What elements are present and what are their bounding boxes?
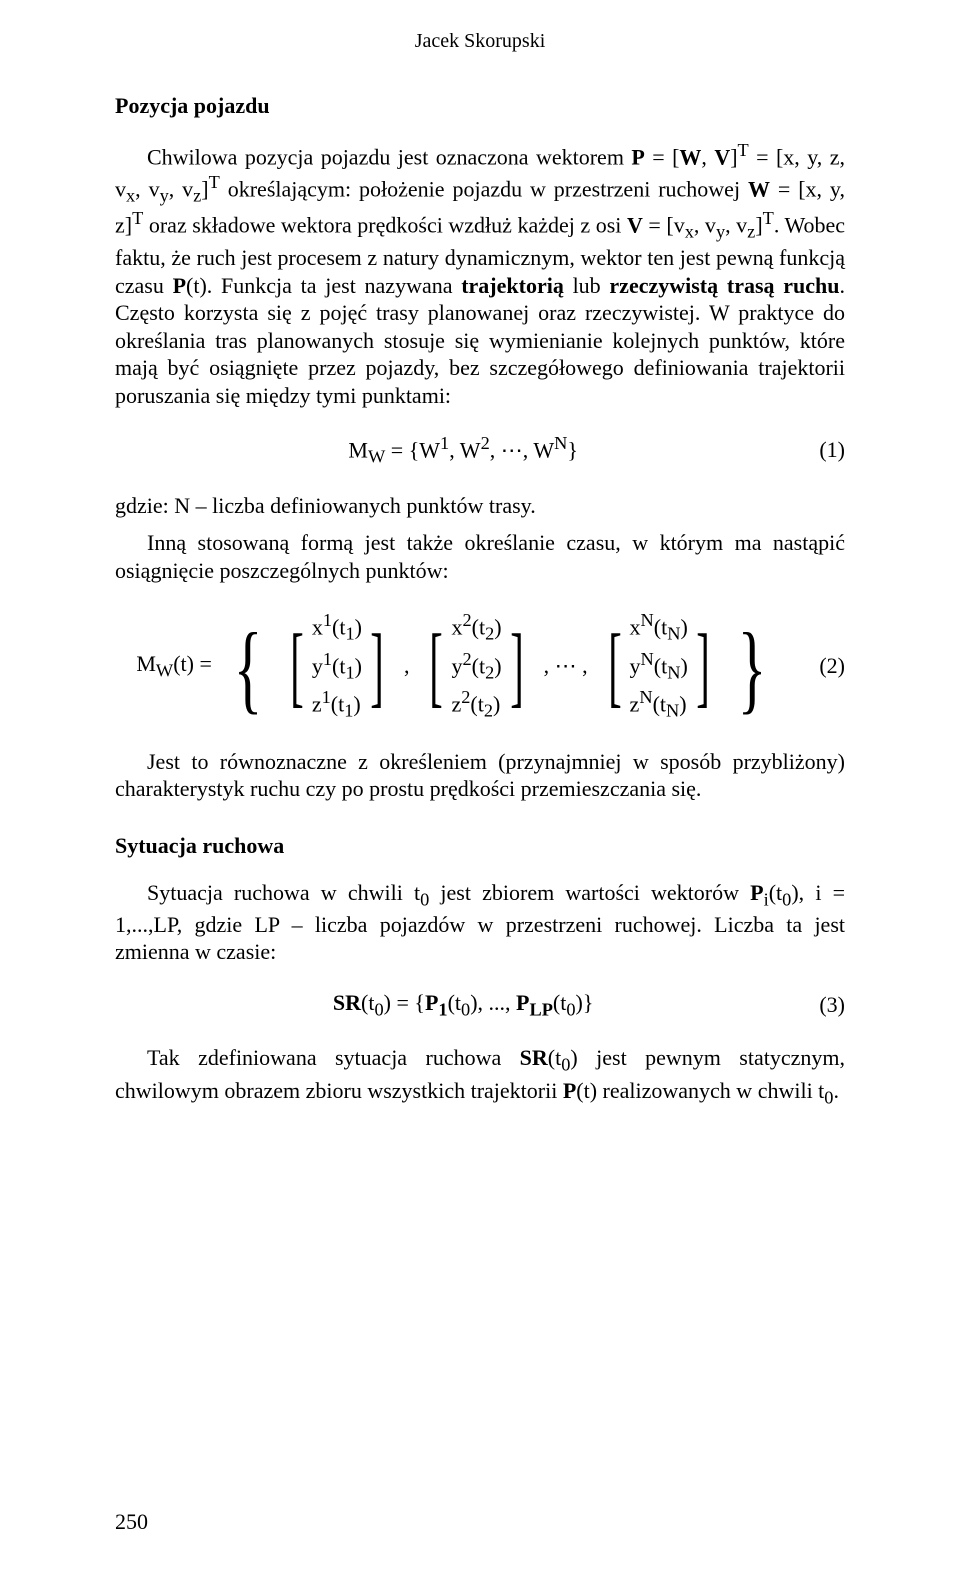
section-heading-sytuacja: Sytuacja ruchowa	[115, 833, 845, 859]
right-bracket-icon: ]	[510, 632, 523, 702]
equation-3-number: (3)	[811, 992, 845, 1018]
equation-2-number: (2)	[811, 653, 845, 679]
left-curly-brace-icon: {	[233, 628, 262, 708]
equation-1: MW = {W1, W2, ⋯, WN}	[348, 433, 578, 468]
equation-2-lhs: MW(t) =	[136, 651, 218, 681]
right-bracket-icon: ]	[696, 632, 709, 702]
equation-3: SR(t0) = {P1(t0), ..., PLP(t0)}	[333, 990, 594, 1020]
col2-r3: z2(t2)	[451, 685, 501, 723]
left-bracket-icon: [	[290, 632, 303, 702]
equation-2: MW(t) = { [ x1(t1) y1(t1) z1(t1) ] , [ x…	[136, 608, 775, 723]
colN-r1: xN(tN)	[630, 608, 688, 646]
equation-2-row: MW(t) = { [ x1(t1) y1(t1) z1(t1) ] , [ x…	[115, 608, 845, 723]
col1-r2: y1(t1)	[312, 647, 362, 685]
paragraph-5: Sytuacja ruchowa w chwili t0 jest zbiore…	[115, 879, 845, 966]
left-bracket-icon: [	[608, 632, 621, 702]
paragraph-1: Chwilowa pozycja pojazdu jest oznaczona …	[115, 139, 845, 409]
equation-2-col1: [ x1(t1) y1(t1) z1(t1) ]	[282, 608, 392, 723]
colN-r3: zN(tN)	[630, 685, 688, 723]
paragraph-6: Tak zdefiniowana sytuacja ruchowa SR(t0)…	[115, 1044, 845, 1109]
right-curly-brace-icon: }	[737, 628, 766, 708]
col2-r1: x2(t2)	[451, 608, 501, 646]
right-bracket-icon: ]	[370, 632, 383, 702]
page: Jacek Skorupski Pozycja pojazdu Chwilowa…	[0, 0, 960, 1575]
equation-1-row: MW = {W1, W2, ⋯, WN} (1)	[115, 433, 845, 468]
separator-2: , ⋯ ,	[542, 653, 590, 679]
paragraph-gdzie: gdzie: N – liczba definiowanych punktów …	[115, 492, 845, 520]
col1-r3: z1(t1)	[312, 685, 362, 723]
running-head: Jacek Skorupski	[115, 30, 845, 53]
col1-r1: x1(t1)	[312, 608, 362, 646]
paragraph-4: Jest to równoznaczne z określeniem (przy…	[115, 748, 845, 803]
separator-1: ,	[402, 653, 412, 679]
equation-2-colN: [ xN(tN) yN(tN) zN(tN) ]	[600, 608, 718, 723]
page-number: 250	[115, 1509, 148, 1535]
equation-2-col2: [ x2(t2) y2(t2) z2(t2) ]	[421, 608, 531, 723]
equation-1-number: (1)	[811, 437, 845, 463]
col2-r2: y2(t2)	[451, 647, 501, 685]
paragraph-3: Inną stosowaną formą jest także określan…	[115, 529, 845, 584]
left-bracket-icon: [	[430, 632, 443, 702]
equation-3-row: SR(t0) = {P1(t0), ..., PLP(t0)} (3)	[115, 990, 845, 1020]
section-heading-pozycja: Pozycja pojazdu	[115, 93, 845, 119]
colN-r2: yN(tN)	[630, 647, 688, 685]
